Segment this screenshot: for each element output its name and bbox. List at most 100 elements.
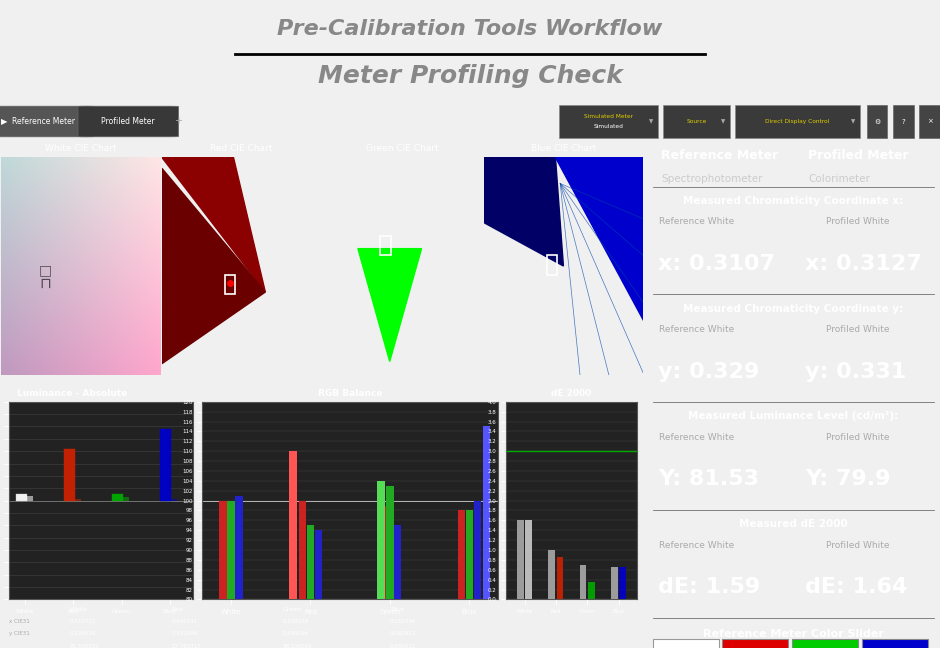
Text: White: White [70,607,88,612]
Text: Reference White: Reference White [659,217,734,226]
Bar [588,582,595,599]
Bar [556,557,563,599]
Text: Red: Red [171,607,183,612]
Bar [122,498,129,500]
Polygon shape [162,168,265,364]
Text: Reference White: Reference White [659,540,734,550]
Text: 0.599166: 0.599166 [282,631,308,636]
Bar [458,511,465,648]
Bar [378,505,385,648]
Bar [235,496,243,648]
Text: y CIE31: y CIE31 [9,631,30,636]
Text: Measured Chromaticity Coordinate y:: Measured Chromaticity Coordinate y: [683,304,903,314]
Text: ×: × [927,119,932,124]
Text: x: 0.3107: x: 0.3107 [658,254,776,273]
Text: ▼: ▼ [721,119,726,124]
Text: 0.152496: 0.152496 [390,619,416,624]
Bar [547,255,557,275]
Bar [170,499,177,500]
Text: Y: 79.9: Y: 79.9 [805,469,890,489]
Text: 6.096011: 6.096011 [390,644,416,648]
Text: 81.530331: 81.530331 [70,644,100,648]
Text: Blue CIE Chart: Blue CIE Chart [531,144,596,153]
Text: Meter Profiling Check: Meter Profiling Check [318,64,622,88]
Text: Source: Source [686,119,707,124]
Text: Profiled Meter: Profiled Meter [808,150,909,163]
Polygon shape [484,157,563,266]
Text: Profiled White: Profiled White [826,217,889,226]
Text: ?: ? [901,119,905,124]
Text: Reference Meter Color Slider: Reference Meter Color Slider [703,629,884,639]
Text: Y: 81.53: Y: 81.53 [658,469,760,489]
Bar [548,550,556,599]
Bar [227,500,235,648]
Text: Measured dE 2000: Measured dE 2000 [739,519,848,529]
Bar [290,451,297,648]
Text: Spectrophotometer: Spectrophotometer [662,174,763,184]
Bar [26,496,33,500]
Text: ⚙: ⚙ [874,119,880,124]
Text: Blue: Blue [390,607,404,612]
Text: Simulated: Simulated [594,124,623,130]
Polygon shape [162,157,265,292]
Bar [378,481,384,648]
Bar [299,500,306,648]
Bar [474,500,481,648]
Bar [380,236,390,255]
Text: 58.336065: 58.336065 [282,644,312,648]
Text: Luminance - Absolute: Luminance - Absolute [17,389,127,398]
Text: Profiled Meter: Profiled Meter [102,117,155,126]
Text: 17.763317: 17.763317 [171,644,201,648]
Bar [619,567,626,599]
Bar [580,565,587,599]
Text: Profiled White: Profiled White [826,433,889,442]
Bar [386,486,394,648]
Text: y: 0.331: y: 0.331 [805,362,906,382]
Bar [792,640,858,648]
Bar [394,526,401,648]
Bar [64,448,75,500]
Text: White CIE Chart: White CIE Chart [45,144,117,153]
Bar [611,567,618,599]
Text: Reference White: Reference White [659,325,734,334]
Bar [219,500,227,648]
Text: □: □ [39,263,52,277]
Bar [465,511,473,648]
Text: Green: Green [282,607,302,612]
Text: Measured Luminance Level (cd/m²):: Measured Luminance Level (cd/m²): [688,411,899,421]
Text: dE: 1.64: dE: 1.64 [805,577,907,597]
Bar [735,106,860,137]
Bar [225,275,235,294]
Bar [16,494,27,500]
Text: ▼: ▼ [649,119,653,124]
Bar [559,106,658,137]
Text: Measured Chromaticity Coordinate x:: Measured Chromaticity Coordinate x: [683,196,903,206]
Text: RGB Balance: RGB Balance [318,389,383,398]
Text: x: 0.3127: x: 0.3127 [805,254,922,273]
Text: Profiled White: Profiled White [826,540,889,550]
Bar [862,640,928,648]
Bar [74,499,81,500]
Text: Pre-Calibration Tools Workflow: Pre-Calibration Tools Workflow [277,19,663,39]
Bar [867,106,887,137]
Bar [483,426,491,648]
Polygon shape [358,249,421,362]
Text: Profiled White: Profiled White [826,325,889,334]
Text: Red CIE Chart: Red CIE Chart [211,144,273,153]
FancyBboxPatch shape [78,106,179,137]
Bar [722,640,789,648]
Bar [652,640,718,648]
Text: Simulated Meter: Simulated Meter [584,113,634,119]
Text: ▼: ▼ [851,119,855,124]
Text: Colorimeter: Colorimeter [808,174,870,184]
Bar [306,526,314,648]
Text: Reference Meter: Reference Meter [12,117,75,126]
Text: +: + [174,117,182,126]
Text: 0.310713: 0.310713 [70,619,96,624]
Text: ▶: ▶ [1,117,8,126]
Text: 0.062821: 0.062821 [390,631,416,636]
Bar [663,106,730,137]
Bar [893,106,914,137]
Text: x CIE31: x CIE31 [9,619,30,624]
Text: y: 0.329: y: 0.329 [658,362,760,382]
